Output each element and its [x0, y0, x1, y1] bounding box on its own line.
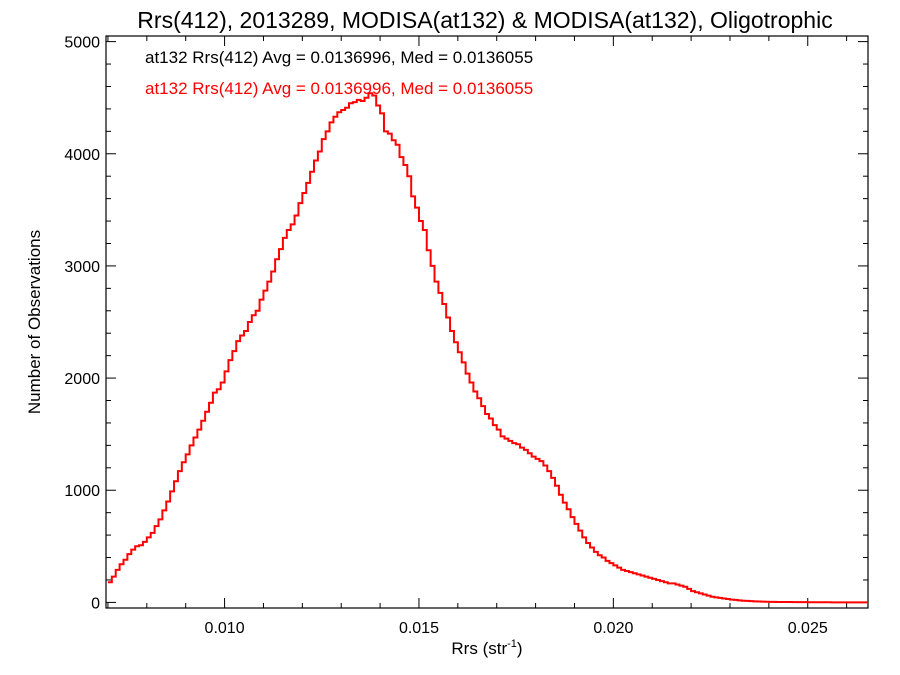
series-layer — [107, 92, 868, 604]
x-tick-label: 0.010 — [205, 620, 245, 637]
y-axis-title: Number of Observations — [25, 230, 44, 414]
legend-entry-black: at132 Rrs(412) Avg = 0.0136996, Med = 0.… — [145, 48, 533, 67]
y-axis: 0 1000 2000 3000 4000 5000 — [64, 35, 868, 612]
series-line-at132 — [107, 92, 868, 604]
x-tick-label: 0.020 — [593, 620, 633, 637]
plot-frame — [105, 35, 869, 609]
y-tick-label: 3000 — [64, 259, 100, 276]
y-tick-label: 0 — [91, 595, 100, 612]
x-axis-title-exponent: -1 — [507, 638, 517, 650]
y-tick-label: 5000 — [64, 35, 100, 52]
x-axis-title-close: ) — [517, 639, 523, 658]
x-axis-title-main: Rrs (str — [451, 639, 507, 658]
plot-border — [105, 35, 869, 609]
x-axis: 0.010 0.015 0.020 0.025 — [107, 36, 848, 637]
x-tick-label: 0.015 — [399, 620, 439, 637]
x-tick-label: 0.025 — [788, 620, 828, 637]
legend-entry-red: at132 Rrs(412) Avg = 0.0136996, Med = 0.… — [145, 79, 533, 98]
x-axis-title: Rrs (str-1) — [451, 638, 522, 658]
y-tick-label: 2000 — [64, 371, 100, 388]
y-tick-label: 1000 — [64, 483, 100, 500]
chart-title: Rrs(412), 2013289, MODISA(at132) & MODIS… — [137, 7, 832, 33]
y-tick-label: 4000 — [64, 147, 100, 164]
